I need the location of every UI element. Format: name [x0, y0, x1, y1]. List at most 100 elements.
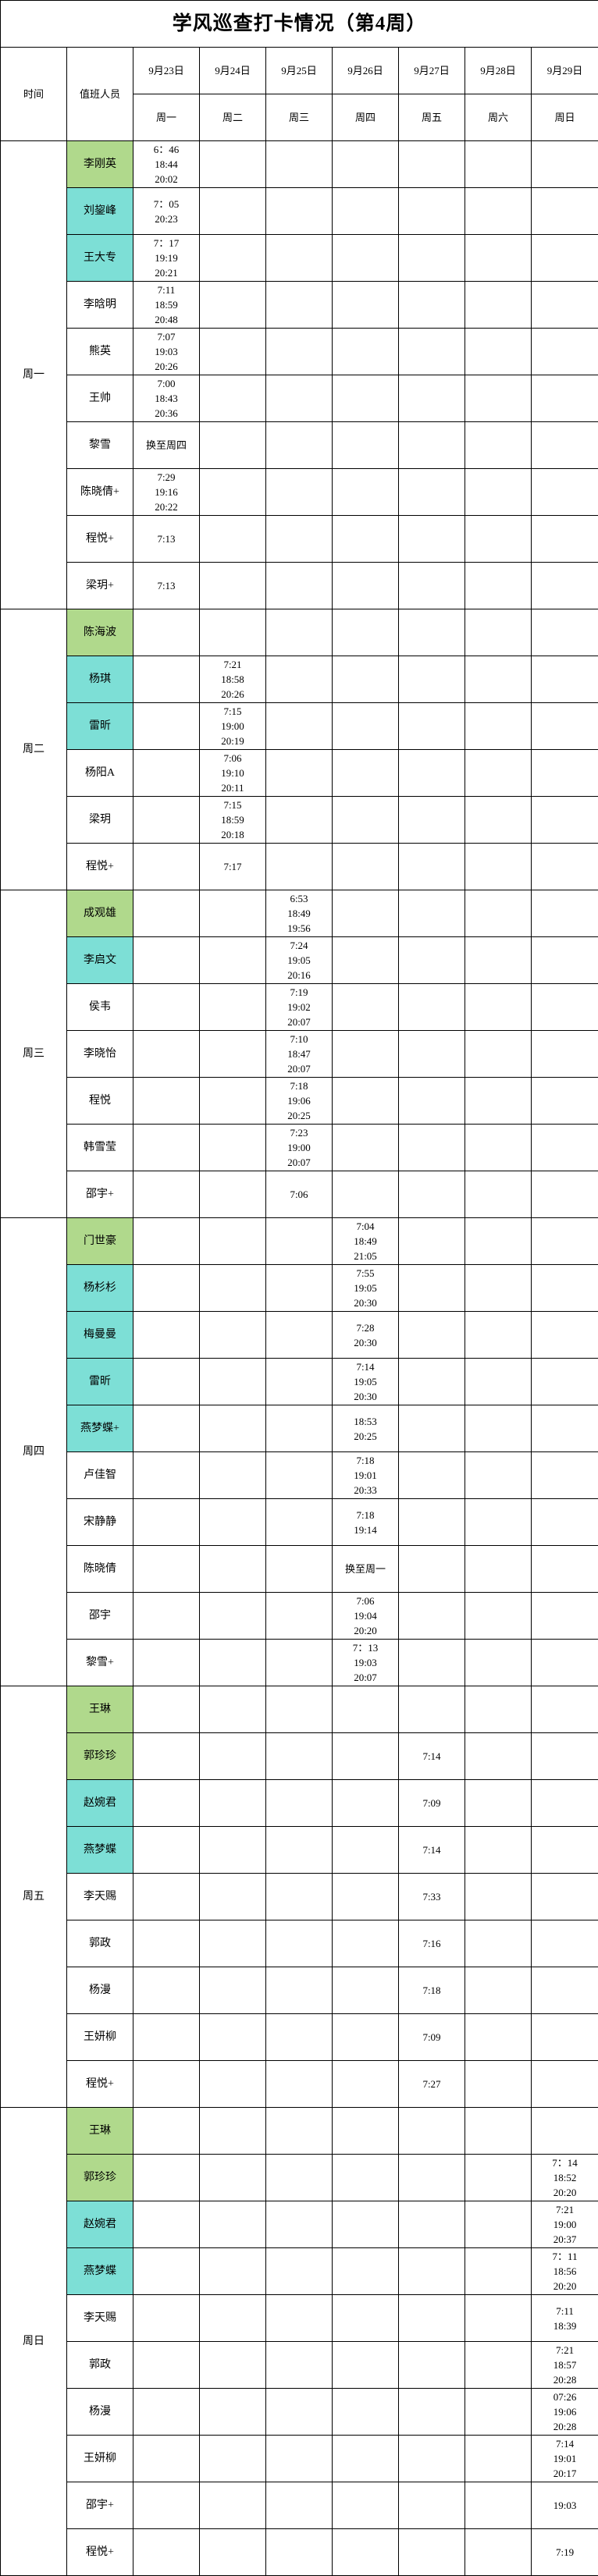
check-in-cell: [465, 796, 532, 844]
check-in-cell: [465, 1967, 532, 2014]
check-in-cell: [332, 2435, 399, 2482]
check-in-cell: [199, 890, 266, 937]
check-in-cell: [133, 2341, 200, 2389]
staff-name: 王琳: [66, 2107, 133, 2155]
staff-column-header: 值班人员: [66, 47, 133, 141]
check-in-cell: [530, 421, 598, 469]
staff-name: 宋静静: [66, 1498, 133, 1546]
check-in-cell: [199, 234, 266, 282]
check-in-cell: [199, 1077, 266, 1125]
check-in-cell: [265, 1405, 333, 1452]
check-in-cell: [133, 1873, 200, 1920]
check-in-cell: [199, 2201, 266, 2248]
check-in-cell: [530, 1264, 598, 1312]
staff-name: 刘鋆峰: [66, 187, 133, 235]
check-in-cell: [265, 1311, 333, 1359]
check-in-cell: [265, 2107, 333, 2155]
check-in-cell: [332, 140, 399, 188]
table-row: 侯韦 7:19 19:02 20:07: [1, 983, 598, 1031]
check-in-cell: [465, 515, 532, 563]
check-in-cell: [398, 1545, 465, 1593]
check-in-cell: [133, 1030, 200, 1078]
check-in-cell: [530, 1498, 598, 1546]
check-in-cell: 7:24 19:05 20:16: [265, 936, 333, 984]
table-row: 燕梦蝶 7：11 18:56 20:20: [1, 2247, 598, 2295]
check-in-cell: [465, 2013, 532, 2061]
table-row: 杨阳A 7:06 19:10 20:11: [1, 749, 598, 797]
date-header: 9月26日: [332, 47, 399, 94]
check-in-cell: [398, 1311, 465, 1359]
staff-name: 邵宇: [66, 1592, 133, 1640]
check-in-cell: [265, 2013, 333, 2061]
check-in-cell: [530, 2107, 598, 2155]
table-row: 邵宇+ 19:03: [1, 2482, 598, 2529]
check-in-cell: [465, 890, 532, 937]
check-in-cell: [265, 609, 333, 656]
check-in-cell: [332, 609, 399, 656]
check-in-cell: [199, 2294, 266, 2342]
table-row: 熊英 7:07 19:03 20:26: [1, 328, 598, 375]
table-row: 王大专 7：17 19:19 20:21: [1, 234, 598, 282]
staff-name: 梁玥+: [66, 562, 133, 609]
check-in-cell: [332, 1030, 399, 1078]
check-in-cell: [398, 1030, 465, 1078]
check-in-cell: [199, 1030, 266, 1078]
check-in-cell: [398, 609, 465, 656]
check-in-cell: [133, 2528, 200, 2576]
check-in-cell: [530, 375, 598, 422]
weekday-header: 周三: [265, 94, 333, 141]
check-in-cell: [465, 2528, 532, 2576]
check-in-cell: [133, 2294, 200, 2342]
check-in-cell: [265, 2482, 333, 2529]
table-row: 杨杉杉 7:55 19:05 20:30: [1, 1264, 598, 1312]
check-in-cell: [199, 1920, 266, 1967]
table-row: 郭政 7:21 18:57 20:28: [1, 2341, 598, 2389]
date-header: 9月28日: [465, 47, 532, 94]
check-in-cell: [133, 1639, 200, 1686]
table-row: 程悦+ 7:13: [1, 515, 598, 563]
check-in-cell: [465, 140, 532, 188]
check-in-cell: [530, 1171, 598, 1218]
check-in-cell: [332, 468, 399, 516]
check-in-cell: [465, 1405, 532, 1452]
check-in-cell: [332, 1077, 399, 1125]
staff-name: 杨琪: [66, 656, 133, 703]
check-in-cell: [133, 1451, 200, 1499]
check-in-cell: [133, 2247, 200, 2295]
table-row: 卢佳智 7:18 19:01 20:33: [1, 1451, 598, 1499]
check-in-cell: 7:29 19:16 20:22: [133, 468, 200, 516]
check-in-cell: [398, 562, 465, 609]
staff-name: 赵婉君: [66, 1779, 133, 1827]
check-in-cell: [332, 2341, 399, 2389]
staff-name: 梅曼曼: [66, 1311, 133, 1359]
check-in-cell: [332, 421, 399, 469]
table-row: 周日 王琳: [0, 2107, 598, 2576]
check-in-cell: [332, 1920, 399, 1967]
check-in-cell: [465, 2060, 532, 2108]
check-in-cell: [530, 1077, 598, 1125]
check-in-cell: [265, 281, 333, 329]
check-in-cell: [265, 1217, 333, 1265]
check-in-cell: [398, 1592, 465, 1640]
check-in-cell: [199, 187, 266, 235]
check-in-cell: [465, 2435, 532, 2482]
check-in-cell: [133, 1779, 200, 1827]
weekday-header: 周五: [398, 94, 465, 141]
check-in-cell: [398, 2247, 465, 2295]
check-in-cell: [398, 2154, 465, 2201]
check-in-cell: [133, 2435, 200, 2482]
table-row: 周五 王琳: [0, 1686, 598, 2108]
check-in-cell: [265, 1358, 333, 1405]
check-in-cell: [465, 1498, 532, 1546]
staff-name: 王帅: [66, 375, 133, 422]
check-in-cell: 7:06 19:10 20:11: [199, 749, 266, 797]
check-in-cell: [332, 328, 399, 375]
staff-name: 陈晓倩: [66, 1545, 133, 1593]
day-group-label: 周四: [0, 1217, 67, 1686]
check-in-cell: [465, 2154, 532, 2201]
check-in-cell: [530, 656, 598, 703]
check-in-cell: [465, 2294, 532, 2342]
table-row: 王妍柳 7:09: [1, 2013, 598, 2061]
check-in-cell: [530, 1967, 598, 2014]
check-in-cell: [465, 1217, 532, 1265]
